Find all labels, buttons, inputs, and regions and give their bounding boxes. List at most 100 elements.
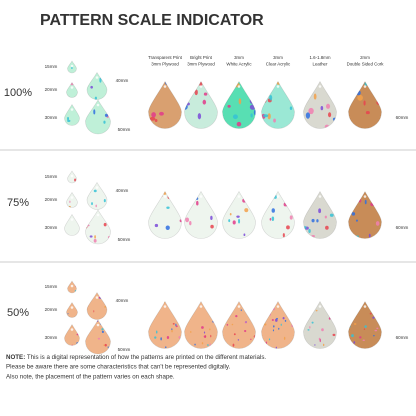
- hole: [95, 76, 99, 79]
- pattern-dot: [77, 215, 80, 218]
- pattern-dot: [104, 343, 107, 347]
- column-header: White Acrylic: [226, 62, 252, 67]
- hole: [363, 305, 367, 308]
- pattern-dot: [362, 339, 365, 341]
- teardrop-base: [222, 301, 256, 349]
- teardrop: [66, 82, 78, 98]
- pattern-dot: [190, 312, 193, 315]
- pattern-dot: [210, 334, 212, 338]
- teardrop-base: [66, 192, 78, 208]
- pattern-dot: [89, 235, 93, 238]
- teardrop: [303, 191, 337, 239]
- pattern-dot: [184, 301, 188, 305]
- hole: [70, 86, 74, 89]
- pattern-dot: [210, 224, 214, 229]
- teardrop-base: [261, 301, 295, 349]
- teardrop-base: [66, 82, 78, 98]
- teardrop-outline: [184, 300, 218, 349]
- pattern-dot: [378, 191, 382, 194]
- pattern-dot: [373, 334, 375, 337]
- pattern-dot: [355, 306, 359, 309]
- pattern-dot: [363, 328, 366, 330]
- pattern-dot: [202, 99, 207, 105]
- pattern-dot: [105, 303, 107, 305]
- pattern-dot: [193, 195, 198, 198]
- hole: [70, 218, 74, 221]
- pattern-dot: [270, 197, 273, 201]
- pattern-dot: [375, 221, 380, 226]
- pattern-dot: [311, 321, 314, 324]
- pattern-dot: [378, 311, 381, 314]
- pattern-dot: [273, 325, 275, 328]
- teardrop-base: [184, 81, 218, 129]
- pattern-dot: [151, 112, 156, 118]
- pattern-dot: [313, 93, 317, 100]
- hole: [95, 296, 99, 299]
- pattern-dot: [169, 191, 171, 194]
- pattern-dot: [329, 303, 332, 306]
- hole: [163, 305, 167, 308]
- hole: [199, 305, 203, 308]
- pattern-dot: [372, 316, 375, 319]
- pattern-dot: [278, 327, 280, 330]
- pattern-dot: [376, 95, 380, 100]
- pattern-dot: [289, 215, 293, 220]
- size-label: 60mm: [396, 115, 409, 120]
- pattern-dot: [271, 216, 275, 221]
- pattern-dot: [95, 204, 97, 208]
- pattern-dot: [188, 197, 192, 200]
- teardrop-base: [64, 104, 80, 126]
- pattern-dot: [359, 336, 362, 339]
- pattern-dot: [368, 233, 371, 238]
- teardrop: [222, 81, 256, 129]
- pattern-dot: [185, 82, 189, 87]
- pattern-dot: [275, 346, 278, 349]
- teardrop-outline: [261, 80, 295, 129]
- pattern-dot: [307, 310, 310, 313]
- pattern-dot: [289, 106, 293, 110]
- pattern-dot: [178, 315, 181, 319]
- teardrop-base: [348, 301, 382, 349]
- hole: [70, 306, 74, 309]
- pattern-dot: [180, 191, 182, 194]
- teardrop-outline: [67, 280, 77, 294]
- teardrop: [261, 191, 295, 239]
- hole: [318, 85, 322, 88]
- pattern-dot: [305, 112, 311, 119]
- pattern-dot: [103, 199, 106, 203]
- teardrop-outline: [148, 300, 182, 349]
- scale-label: 50%: [7, 307, 29, 319]
- pattern-dot: [74, 178, 77, 182]
- pattern-dot: [171, 84, 175, 91]
- teardrop-outline: [222, 190, 256, 239]
- pattern-dot: [76, 333, 79, 336]
- pattern-dot: [375, 301, 378, 305]
- size-label: 15mm: [45, 284, 58, 289]
- note-line: This is a digital representation of how …: [25, 354, 266, 361]
- pattern-dot: [185, 217, 190, 223]
- pattern-dot: [245, 321, 247, 323]
- teardrop-base: [222, 81, 256, 129]
- pattern-dot: [148, 96, 151, 101]
- pattern-dot: [267, 113, 271, 120]
- teardrop: [303, 81, 337, 129]
- teardrop-base: [66, 302, 78, 318]
- pattern-dot: [244, 208, 249, 213]
- teardrop-outline: [66, 191, 78, 208]
- pattern-dot: [99, 77, 102, 83]
- pattern-dot: [93, 310, 95, 313]
- teardrop-base: [87, 72, 107, 100]
- pattern-dot: [108, 322, 111, 325]
- pattern-dot: [307, 329, 310, 331]
- pattern-dot: [171, 305, 174, 309]
- pattern-dot: [324, 124, 330, 129]
- teardrop: [66, 192, 78, 208]
- pattern-dot: [308, 228, 311, 233]
- pattern-dot: [210, 215, 213, 221]
- pattern-dot: [154, 223, 159, 228]
- pattern-dot: [151, 309, 154, 312]
- teardrop: [261, 301, 295, 349]
- pattern-dot: [88, 292, 90, 295]
- note-line: Also note, the placement of the pattern …: [6, 374, 175, 381]
- pattern-dot: [201, 326, 204, 329]
